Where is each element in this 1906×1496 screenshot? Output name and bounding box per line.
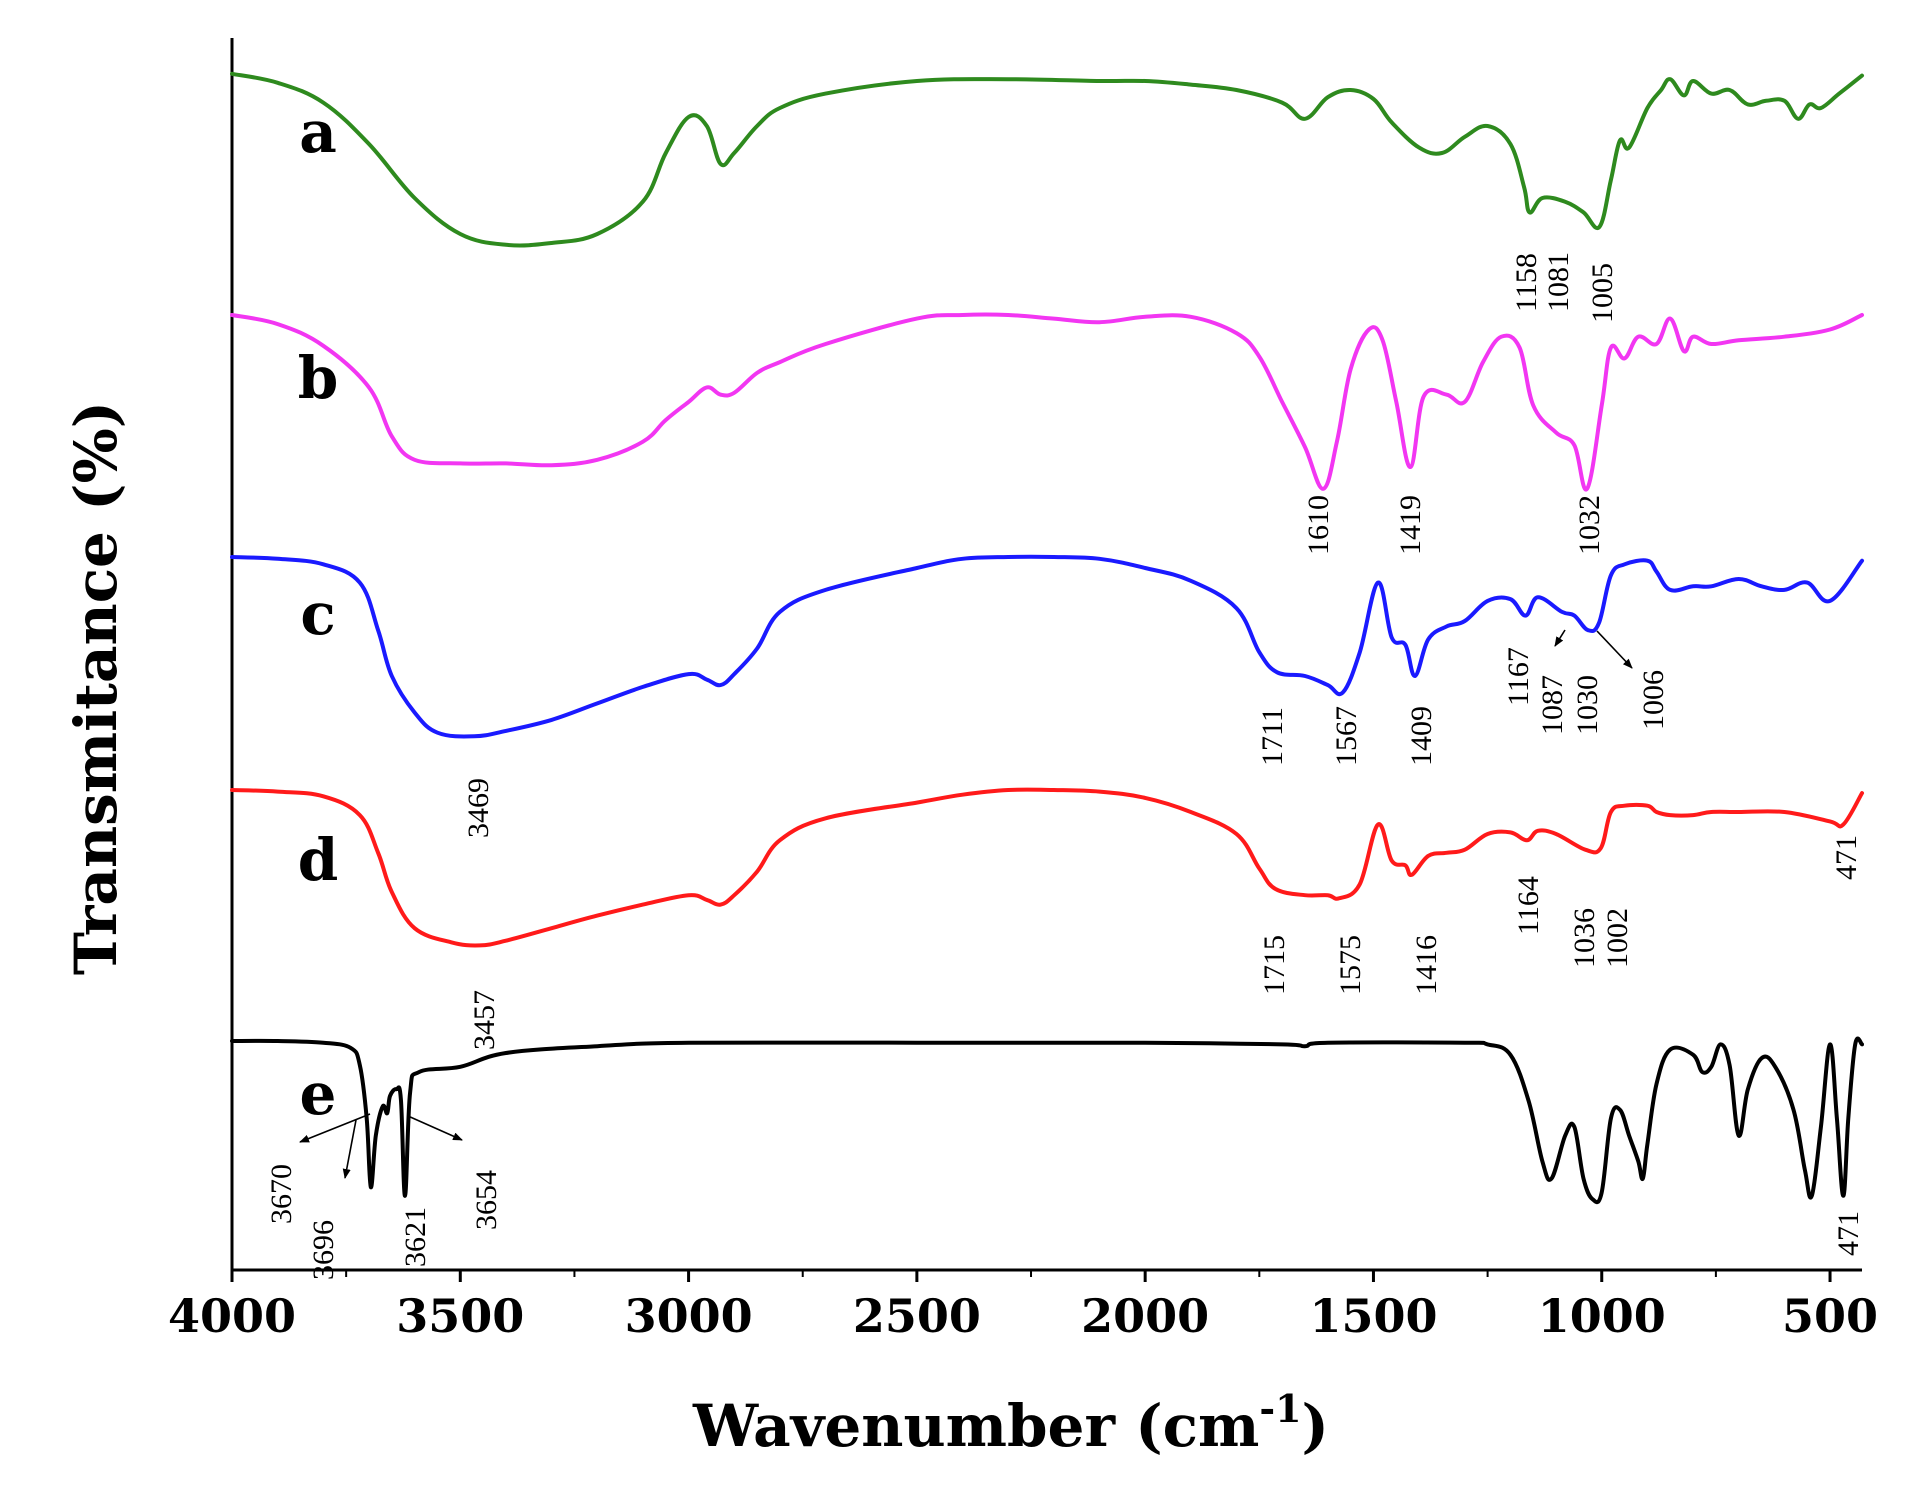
peak-annotations: 1158 1081 1005 1610 1419 1032 3469 1711 1567 1409… xyxy=(265,252,1865,1280)
peak-label-b-1032: 1032 xyxy=(1573,495,1606,555)
x-tick-label: 4000 xyxy=(168,1289,296,1343)
peak-label-c-1409: 1409 xyxy=(1405,706,1438,766)
axes: 4000 3500 3000 2500 2000 1500 1000 500 xyxy=(168,38,1878,1343)
x-axis-title: Wavenumber (cm-1) xyxy=(692,1386,1329,1460)
peak-arrow-e-3654 xyxy=(407,1115,463,1141)
peak-label-c-1167: 1167 xyxy=(1502,647,1535,706)
x-tick-label: 2000 xyxy=(1081,1289,1209,1343)
peak-label-e-3670: 3670 xyxy=(265,1164,298,1224)
series-c-line xyxy=(230,554,1864,739)
spectra-curves xyxy=(230,71,1864,1205)
peak-label-c-1006: 1006 xyxy=(1637,670,1670,730)
peak-label-d-1164: 1164 xyxy=(1512,876,1545,935)
peak-label-e-471: 471 xyxy=(1832,1211,1865,1256)
series-labels: a b c d e xyxy=(298,98,339,1128)
x-tick-label: 1000 xyxy=(1538,1289,1666,1343)
peak-arrow-c-1006 xyxy=(1596,630,1633,669)
x-axis-title-superscript: -1 xyxy=(1259,1386,1301,1431)
peak-label-d-471: 471 xyxy=(1830,835,1863,880)
peak-label-a-1005: 1005 xyxy=(1586,263,1619,323)
series-label-a: a xyxy=(299,98,337,166)
series-label-e: e xyxy=(300,1060,337,1128)
peak-label-b-1610: 1610 xyxy=(1302,495,1335,555)
peak-label-a-1081: 1081 xyxy=(1542,252,1575,312)
y-axis-title: Transmitance (%) xyxy=(62,401,130,975)
peak-label-d-3457: 3457 xyxy=(468,990,501,1050)
peak-arrow-e-3670 xyxy=(299,1113,371,1143)
peak-label-d-1575: 1575 xyxy=(1334,935,1367,995)
series-b-line xyxy=(230,312,1864,492)
x-tick-label: 3500 xyxy=(396,1289,524,1343)
peak-label-c-3469: 3469 xyxy=(462,778,495,838)
peak-label-b-1419: 1419 xyxy=(1394,495,1427,555)
peak-label-d-1002: 1002 xyxy=(1601,908,1634,968)
x-tick-label: 500 xyxy=(1782,1289,1878,1343)
peak-label-e-3621: 3621 xyxy=(399,1207,432,1267)
peak-label-e-3654: 3654 xyxy=(470,1170,503,1230)
x-axis-title-close: ) xyxy=(1302,1392,1329,1460)
peak-label-e-3696: 3696 xyxy=(307,1220,340,1280)
series-label-c: c xyxy=(300,580,335,648)
series-label-b: b xyxy=(298,344,339,412)
peak-label-c-1711: 1711 xyxy=(1256,707,1289,766)
peak-label-d-1715: 1715 xyxy=(1258,935,1291,995)
series-d-line xyxy=(230,787,1864,948)
series-a-line xyxy=(230,71,1864,248)
x-tick-label: 1500 xyxy=(1309,1289,1437,1343)
peak-label-c-1567: 1567 xyxy=(1330,706,1363,766)
x-axis-title-main: Wavenumber (cm xyxy=(692,1392,1259,1460)
peak-label-d-1416: 1416 xyxy=(1410,935,1443,995)
peak-arrow-e-3696 xyxy=(342,1119,357,1179)
peak-arrow-c-1087 xyxy=(1554,629,1566,647)
peak-label-a-1158: 1158 xyxy=(1510,253,1543,312)
x-tick-label: 2500 xyxy=(853,1289,981,1343)
series-label-d: d xyxy=(298,826,339,894)
series-e-line xyxy=(230,1036,1864,1205)
peak-label-c-1030: 1030 xyxy=(1571,675,1604,735)
peak-label-d-1036: 1036 xyxy=(1568,908,1601,968)
peak-label-c-1087: 1087 xyxy=(1536,675,1569,735)
x-tick-label: 3000 xyxy=(625,1289,753,1343)
